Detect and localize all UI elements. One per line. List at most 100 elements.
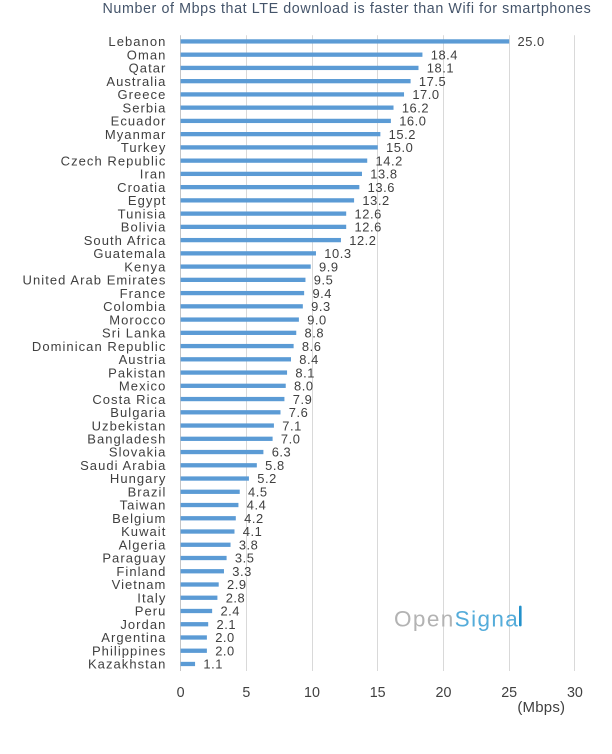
svg-text:3.5: 3.5 (235, 551, 255, 566)
svg-text:Egypt: Egypt (128, 193, 167, 208)
svg-text:13.8: 13.8 (370, 167, 397, 182)
svg-text:Lebanon: Lebanon (108, 34, 166, 49)
svg-text:10.3: 10.3 (324, 246, 351, 261)
svg-text:Kazakhstan: Kazakhstan (88, 657, 166, 672)
svg-text:Australia: Australia (106, 74, 166, 89)
svg-text:Kuwait: Kuwait (121, 524, 166, 539)
svg-text:3.3: 3.3 (232, 564, 252, 579)
svg-text:Taiwan: Taiwan (120, 498, 167, 513)
svg-text:Czech Republic: Czech Republic (61, 153, 167, 168)
svg-text:7.6: 7.6 (289, 405, 309, 420)
svg-text:15: 15 (370, 685, 386, 701)
svg-text:Argentina: Argentina (101, 630, 166, 645)
svg-text:Finland: Finland (116, 564, 166, 579)
svg-text:Mexico: Mexico (119, 379, 166, 394)
svg-text:2.1: 2.1 (217, 617, 237, 632)
svg-text:OpenSigna: OpenSigna (394, 607, 519, 632)
svg-text:25.0: 25.0 (517, 34, 544, 49)
svg-text:2.8: 2.8 (226, 590, 246, 605)
svg-text:(Mbps): (Mbps) (517, 699, 565, 716)
svg-text:Paraguay: Paraguay (102, 551, 166, 566)
svg-text:16.0: 16.0 (399, 114, 426, 129)
svg-text:Guatemala: Guatemala (93, 246, 166, 261)
svg-text:Turkey: Turkey (121, 140, 167, 155)
svg-text:12.6: 12.6 (355, 220, 382, 235)
svg-text:Pakistan: Pakistan (108, 365, 166, 380)
svg-text:2.9: 2.9 (227, 577, 247, 592)
svg-text:Bolivia: Bolivia (121, 220, 167, 235)
svg-text:Hungary: Hungary (110, 471, 167, 486)
svg-text:20: 20 (436, 685, 452, 701)
svg-text:15.0: 15.0 (386, 140, 413, 155)
svg-text:Bangladesh: Bangladesh (87, 432, 166, 447)
svg-text:0: 0 (177, 685, 185, 701)
svg-text:Jordan: Jordan (120, 617, 166, 632)
svg-text:Number of Mbps that LTE downlo: Number of Mbps that LTE download is fast… (103, 1, 592, 17)
svg-text:18.1: 18.1 (427, 61, 454, 76)
svg-text:3.8: 3.8 (239, 537, 259, 552)
svg-text:1.1: 1.1 (203, 657, 223, 672)
svg-text:8.8: 8.8 (305, 326, 325, 341)
svg-text:9.4: 9.4 (312, 286, 332, 301)
svg-text:9.9: 9.9 (319, 259, 339, 274)
svg-text:Italy: Italy (137, 590, 166, 605)
svg-text:2.4: 2.4 (220, 604, 240, 619)
svg-text:France: France (120, 286, 167, 301)
svg-text:Austria: Austria (119, 352, 167, 367)
svg-text:9.0: 9.0 (307, 312, 327, 327)
svg-text:Greece: Greece (117, 87, 166, 102)
svg-text:13.6: 13.6 (368, 180, 395, 195)
svg-text:18.4: 18.4 (431, 47, 458, 62)
svg-text:Colombia: Colombia (103, 299, 166, 314)
svg-text:Ecuador: Ecuador (111, 114, 167, 129)
svg-text:4.1: 4.1 (243, 524, 263, 539)
svg-text:Peru: Peru (135, 604, 167, 619)
svg-text:Saudi Arabia: Saudi Arabia (80, 458, 166, 473)
svg-text:2.0: 2.0 (215, 643, 235, 658)
svg-text:30: 30 (567, 685, 583, 701)
svg-text:Belgium: Belgium (112, 511, 166, 526)
svg-text:8.1: 8.1 (295, 365, 315, 380)
svg-text:8.4: 8.4 (299, 352, 319, 367)
svg-text:Serbia: Serbia (123, 100, 167, 115)
svg-text:2.0: 2.0 (215, 630, 235, 645)
svg-text:8.6: 8.6 (302, 339, 322, 354)
svg-text:Myanmar: Myanmar (105, 127, 167, 142)
svg-text:9.5: 9.5 (314, 273, 334, 288)
svg-text:Vietnam: Vietnam (112, 577, 167, 592)
svg-text:14.2: 14.2 (376, 153, 403, 168)
svg-text:United Arab Emirates: United Arab Emirates (23, 273, 167, 288)
svg-text:South Africa: South Africa (84, 233, 167, 248)
svg-text:17.0: 17.0 (412, 87, 439, 102)
svg-text:5: 5 (242, 685, 250, 701)
svg-text:Sri Lanka: Sri Lanka (102, 326, 166, 341)
svg-text:Kenya: Kenya (124, 259, 166, 274)
svg-text:17.5: 17.5 (419, 74, 446, 89)
svg-text:4.5: 4.5 (248, 484, 268, 499)
svg-text:7.1: 7.1 (282, 418, 302, 433)
svg-text:12.2: 12.2 (349, 233, 376, 248)
svg-text:Morocco: Morocco (109, 312, 166, 327)
svg-text:Brazil: Brazil (128, 484, 167, 499)
svg-text:10: 10 (304, 685, 320, 701)
svg-text:Bulgaria: Bulgaria (110, 405, 166, 420)
svg-text:13.2: 13.2 (362, 193, 389, 208)
svg-text:Uzbekistan: Uzbekistan (92, 418, 167, 433)
svg-text:6.3: 6.3 (272, 445, 292, 460)
svg-text:5.2: 5.2 (257, 471, 277, 486)
svg-text:16.2: 16.2 (402, 100, 429, 115)
svg-text:Qatar: Qatar (129, 61, 167, 76)
svg-text:Costa Rica: Costa Rica (92, 392, 166, 407)
svg-text:Slovakia: Slovakia (109, 445, 167, 460)
svg-text:25: 25 (501, 685, 517, 701)
svg-text:4.4: 4.4 (247, 498, 267, 513)
svg-text:Philippines: Philippines (92, 643, 166, 658)
svg-text:5.8: 5.8 (265, 458, 285, 473)
svg-text:15.2: 15.2 (389, 127, 416, 142)
svg-text:Algeria: Algeria (119, 537, 167, 552)
svg-text:4.2: 4.2 (244, 511, 264, 526)
svg-text:Croatia: Croatia (117, 180, 166, 195)
svg-text:Oman: Oman (127, 47, 167, 62)
svg-text:12.6: 12.6 (355, 206, 382, 221)
svg-text:9.3: 9.3 (311, 299, 331, 314)
